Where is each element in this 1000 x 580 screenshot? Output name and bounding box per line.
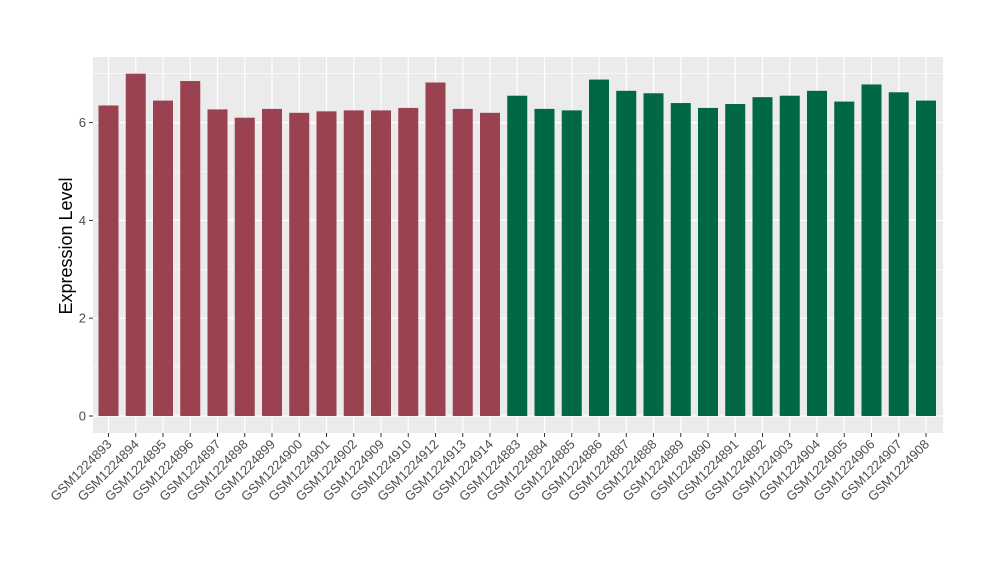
bar-GSM1224905	[834, 101, 855, 416]
y-axis-title: Expression Level	[56, 177, 76, 314]
bar-GSM1224901	[316, 111, 337, 416]
bar-GSM1224893	[98, 105, 119, 417]
bar-GSM1224903	[779, 95, 800, 416]
bar-GSM1224885	[561, 110, 582, 416]
bar-GSM1224900	[289, 112, 310, 416]
bar-GSM1224895	[153, 100, 173, 416]
bar-GSM1224884	[534, 108, 555, 417]
bar-GSM1224892	[752, 97, 773, 416]
bar-GSM1224899	[262, 108, 282, 417]
bar-GSM1224889	[670, 103, 691, 416]
bar-GSM1224913	[452, 108, 473, 417]
bar-GSM1224910	[398, 107, 419, 417]
bar-GSM1224891	[725, 104, 746, 416]
bar-GSM1224907	[888, 92, 909, 417]
bar-GSM1224897	[207, 109, 228, 416]
bar-GSM1224887	[616, 90, 637, 416]
bars	[98, 73, 936, 417]
bar-GSM1224902	[343, 110, 364, 416]
bar-GSM1224888	[643, 93, 664, 416]
y-tick-label: 6	[79, 115, 86, 130]
bar-GSM1224886	[589, 79, 609, 417]
y-tick-label: 2	[79, 311, 86, 326]
bar-GSM1224909	[371, 110, 391, 416]
bar-GSM1224914	[480, 112, 500, 416]
bar-GSM1224883	[507, 95, 528, 416]
y-tick-label: 0	[79, 409, 86, 424]
y-axis: 0 2 4 6	[79, 115, 93, 424]
y-tick-label: 4	[79, 213, 86, 228]
bar-GSM1224894	[125, 73, 146, 416]
x-axis: GSM1224893GSM1224894GSM1224895GSM1224896…	[47, 433, 932, 504]
bar-GSM1224904	[807, 90, 827, 416]
bar-GSM1224890	[698, 107, 718, 417]
bar-GSM1224896	[180, 81, 201, 416]
bar-GSM1224906	[861, 84, 882, 416]
bar-GSM1224908	[916, 100, 936, 416]
bar-GSM1224898	[234, 117, 255, 417]
bar-GSM1224912	[425, 82, 446, 416]
